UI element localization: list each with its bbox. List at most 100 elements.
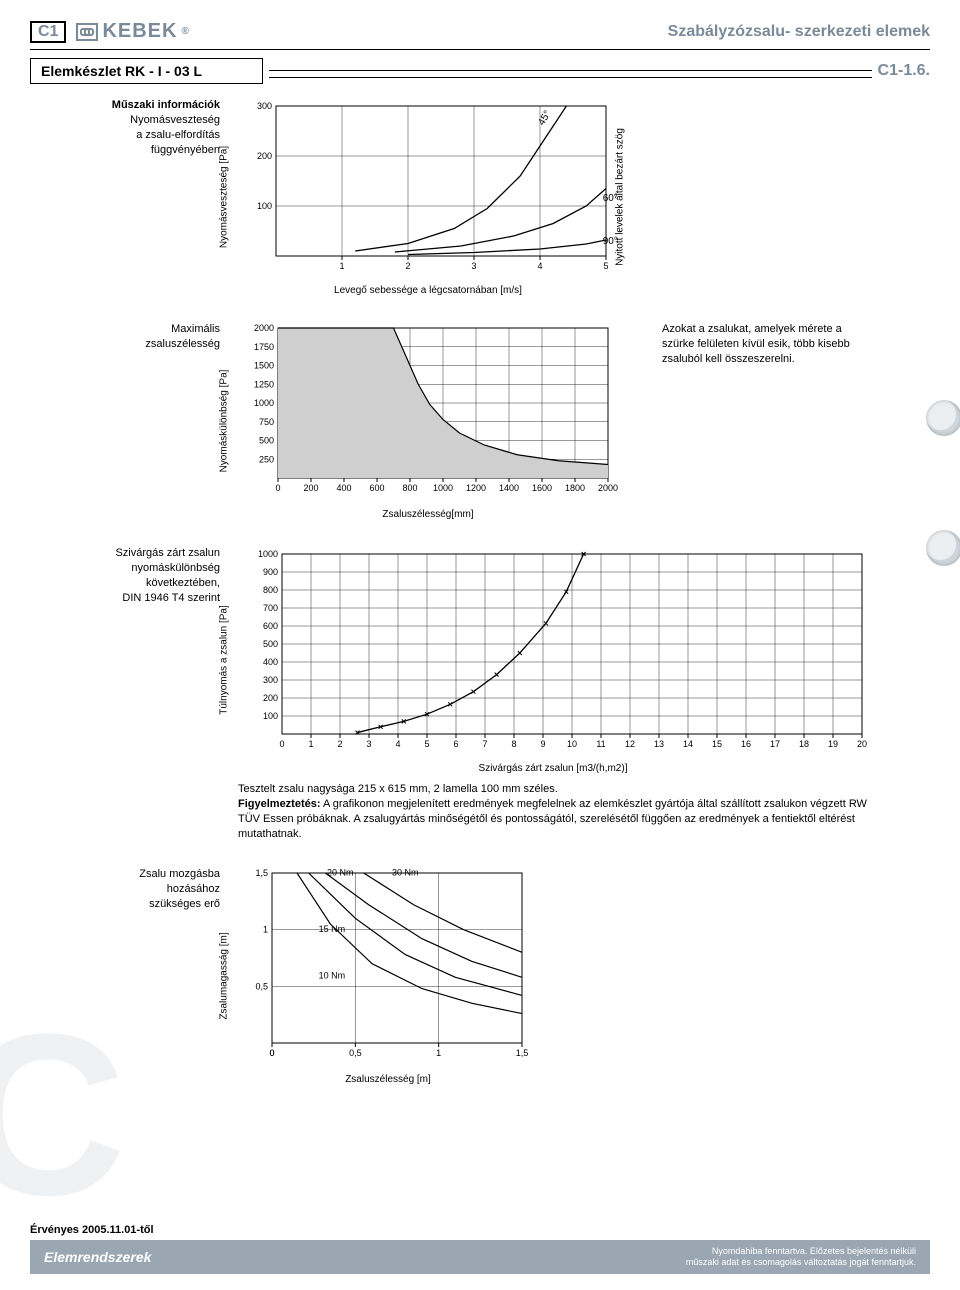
svg-text:100: 100	[263, 711, 278, 721]
svg-text:2000: 2000	[598, 483, 618, 493]
footer-right-2: műszaki adat és csomagolás változtatás j…	[686, 1257, 916, 1268]
svg-text:600: 600	[369, 483, 384, 493]
svg-text:750: 750	[259, 417, 274, 427]
logo-icon	[76, 23, 98, 41]
svg-text:8: 8	[511, 739, 516, 749]
brand-logo: KEBEK ®	[76, 20, 189, 43]
page-footer: Érvényes 2005.11.01-től Elemrendszerek N…	[30, 1224, 930, 1274]
footer-left: Elemrendszerek	[44, 1249, 151, 1265]
svg-text:1000: 1000	[254, 398, 274, 408]
svg-text:1: 1	[339, 261, 344, 271]
svg-text:0,5: 0,5	[349, 1048, 362, 1058]
chart3-svg: 1234567891011121314151617181920100200300…	[238, 546, 898, 756]
ring-icon	[926, 530, 960, 566]
svg-text:45°: 45°	[536, 109, 553, 128]
svg-text:10 Nm: 10 Nm	[319, 971, 346, 981]
svg-text:1800: 1800	[565, 483, 585, 493]
s4-label-2: hozásához	[30, 882, 220, 897]
svg-text:1250: 1250	[254, 379, 274, 389]
chart1-svg: 1234510020030045°60°90°	[238, 98, 668, 278]
svg-text:400: 400	[263, 657, 278, 667]
svg-text:19: 19	[828, 739, 838, 749]
svg-text:900: 900	[263, 567, 278, 577]
section-max-width: Maximális zsaluszélesség Nyomáskülönbség…	[30, 322, 930, 520]
s2-label-1: Maximális	[30, 322, 220, 337]
chart2-ylabel: Nyomáskülönbség [Pa]	[219, 370, 230, 473]
svg-text:500: 500	[263, 639, 278, 649]
svg-text:4: 4	[537, 261, 542, 271]
svg-text:0,5: 0,5	[255, 982, 268, 992]
s1-label-3: a zsalu-elfordítás	[30, 128, 220, 143]
svg-text:1: 1	[263, 925, 268, 935]
s2-label-2: zsaluszélesség	[30, 337, 220, 352]
chart2-xlabel: Zsaluszélesség[mm]	[238, 509, 618, 520]
svg-text:5: 5	[424, 739, 429, 749]
page-header: C1 KEBEK ® Szabályzózsalu- szerkezeti ele…	[30, 20, 930, 50]
svg-text:1600: 1600	[532, 483, 552, 493]
svg-text:5: 5	[603, 261, 608, 271]
svg-text:1500: 1500	[254, 361, 274, 371]
subheader-left: Elemkészlet RK - I - 03 L	[30, 58, 263, 84]
svg-text:1000: 1000	[433, 483, 453, 493]
s4-label-3: szükséges erő	[30, 897, 220, 912]
chart4-ylabel: Zsalumagasság [m]	[219, 933, 230, 1020]
svg-text:7: 7	[482, 739, 487, 749]
corner-code: C1	[30, 21, 66, 43]
svg-text:200: 200	[303, 483, 318, 493]
chart1-ylabel: Nyomásveszteség [Pa]	[219, 146, 230, 248]
s3-label-4: DIN 1946 T4 szerint	[30, 591, 220, 606]
s1-label-4: függvényében	[30, 143, 220, 158]
svg-text:200: 200	[257, 151, 272, 161]
svg-text:2: 2	[337, 739, 342, 749]
svg-text:300: 300	[257, 101, 272, 111]
svg-text:600: 600	[263, 621, 278, 631]
svg-text:11: 11	[596, 739, 605, 749]
svg-text:18: 18	[799, 739, 809, 749]
s3-label-3: következtében,	[30, 576, 220, 591]
logo-mark: ®	[181, 26, 189, 37]
s3-p-rest: A grafikonon megjelenített eredmények me…	[238, 798, 867, 840]
svg-text:15 Nm: 15 Nm	[319, 924, 346, 934]
svg-text:13: 13	[654, 739, 664, 749]
footer-right-1: Nyomdahiba fenntartva. Előzetes bejelent…	[686, 1246, 916, 1257]
s3-label-1: Szivárgás zárt zsalun	[30, 546, 220, 561]
svg-text:3: 3	[471, 261, 476, 271]
svg-text:16: 16	[741, 739, 751, 749]
chart3-xlabel: Szivárgás zárt zsalun [m3/(h,m2)]	[238, 763, 868, 774]
s3-paragraph: Tesztelt zsalu nagysága 215 x 615 mm, 2 …	[238, 782, 868, 841]
svg-text:15: 15	[712, 739, 722, 749]
s3-p-line1: Tesztelt zsalu nagysága 215 x 615 mm, 2 …	[238, 783, 558, 795]
svg-text:2000: 2000	[254, 323, 274, 333]
section-pressure-loss: Műszaki információk Nyomásveszteség a zs…	[30, 98, 930, 296]
s1-label-2: Nyomásveszteség	[30, 113, 220, 128]
svg-text:17: 17	[770, 739, 780, 749]
svg-text:0: 0	[275, 483, 280, 493]
svg-text:200: 200	[263, 693, 278, 703]
svg-text:20 Nm: 20 Nm	[327, 868, 354, 878]
chart4-svg: 00,511,50,511,510 Nm15 Nm20 Nm30 Nm0	[238, 867, 558, 1067]
svg-text:1750: 1750	[254, 342, 274, 352]
svg-text:6: 6	[453, 739, 458, 749]
chart1: Nyomásveszteség [Pa] Nyitott levelek ált…	[238, 98, 668, 296]
s1-label-strong: Műszaki információk	[30, 98, 220, 113]
svg-text:10: 10	[567, 739, 577, 749]
page-title: Szabályzózsalu- szerkezeti elemek	[668, 23, 930, 41]
svg-text:3: 3	[366, 739, 371, 749]
subheader-rule	[269, 64, 871, 78]
svg-text:9: 9	[540, 739, 545, 749]
svg-text:0: 0	[279, 739, 284, 749]
svg-text:4: 4	[395, 739, 400, 749]
s4-label-1: Zsalu mozgásba	[30, 867, 220, 882]
chart1-xlabel: Levegő sebessége a légcsatornában [m/s]	[238, 285, 618, 296]
svg-text:14: 14	[683, 739, 693, 749]
logo-text: KEBEK	[102, 20, 177, 43]
svg-text:800: 800	[263, 585, 278, 595]
svg-text:1200: 1200	[466, 483, 486, 493]
footer-validity: Érvényes 2005.11.01-től	[30, 1224, 930, 1236]
svg-text:1,5: 1,5	[516, 1048, 529, 1058]
svg-text:1000: 1000	[258, 549, 278, 559]
svg-text:0: 0	[269, 1048, 274, 1058]
svg-text:500: 500	[259, 436, 274, 446]
svg-text:30 Nm: 30 Nm	[392, 868, 419, 878]
svg-text:1: 1	[436, 1048, 441, 1058]
